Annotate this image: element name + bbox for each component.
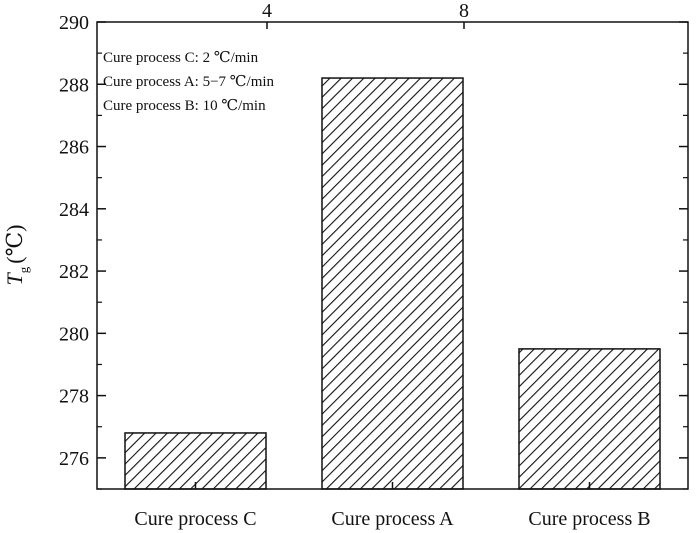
y-tick-label: 280 xyxy=(59,323,89,345)
annotation-line-3: Cure process B: 10 ℃/min xyxy=(103,98,266,114)
x-tick-label: Cure process B xyxy=(528,508,650,530)
y-tick-label: 290 xyxy=(59,12,89,34)
bar-cure-process-a xyxy=(321,77,464,490)
annotation-box: Cure process C: 2 ℃/min Cure process A: … xyxy=(103,50,275,114)
y-tick-label: 278 xyxy=(59,386,89,408)
top-tick-label: 4 xyxy=(262,0,272,22)
y-axis-label-symbol: T xyxy=(2,272,27,286)
annotation-line-1: Cure process C: 2 ℃/min xyxy=(103,50,259,66)
x-axis: Cure process C Cure process A Cure process… xyxy=(134,482,651,530)
y-tick-label: 286 xyxy=(59,137,89,159)
y-tick-label: 288 xyxy=(59,74,89,96)
y-tick-label: 284 xyxy=(59,199,89,221)
annotation-line-2: Cure process A: 5−7 ℃/min xyxy=(103,74,275,90)
y-tick-label: 282 xyxy=(59,261,89,283)
bar-cure-process-c xyxy=(124,432,267,490)
x-tick-label: Cure process A xyxy=(331,508,454,530)
y-axis-label-subscript: g xyxy=(16,266,31,273)
y-axis-label-unit: (℃) xyxy=(2,224,27,263)
top-tick-label: 8 xyxy=(459,0,469,22)
bars xyxy=(124,77,661,490)
y-tick-label: 276 xyxy=(59,448,89,470)
y-axis: 276 278 280 282 284 286 288 290 xyxy=(59,12,688,490)
x-tick-label: Cure process C xyxy=(134,508,256,530)
bar-cure-process-b xyxy=(518,348,661,490)
y-axis-label: Tg (℃) xyxy=(2,224,31,285)
